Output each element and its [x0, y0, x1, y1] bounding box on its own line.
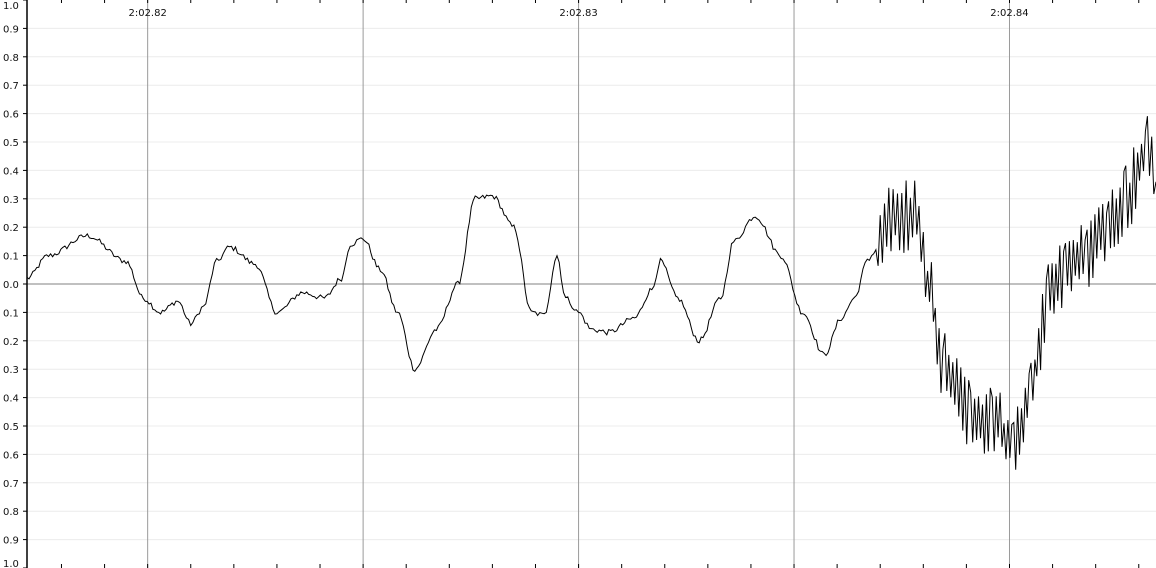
y-tick-label: 0.5	[3, 138, 19, 149]
y-tick-label: 1.0	[3, 559, 19, 568]
time-label: 2:02.83	[559, 8, 597, 19]
y-tick-label: 0.9	[3, 24, 19, 35]
minor-gridlines	[27, 27, 1156, 541]
y-tick-label: 0.8	[3, 53, 19, 64]
y-tick-label: 0.2	[3, 337, 19, 348]
y-tick-label: 0.3	[3, 365, 19, 376]
time-label: 2:02.82	[128, 8, 166, 19]
time-label: 2:02.84	[990, 8, 1028, 19]
y-axis-panel	[0, 0, 27, 568]
y-tick-label: 0.6	[3, 450, 19, 461]
y-tick-label: 0.9	[3, 536, 19, 547]
x-axis-ticks	[60, 0, 1140, 568]
y-tick-label: 0.5	[3, 422, 19, 433]
y-tick-label: 0.4	[3, 394, 19, 405]
y-tick-label: 0.1	[3, 308, 19, 319]
y-tick-label: 0.7	[3, 81, 19, 92]
y-tick-label: 0.8	[3, 507, 19, 518]
y-tick-label: 0.1	[3, 252, 19, 263]
y-tick-label: 0.2	[3, 223, 19, 234]
y-tick-label: 0.6	[3, 110, 19, 121]
y-tick-label: 0.4	[3, 166, 19, 177]
y-tick-label: 0.3	[3, 195, 19, 206]
y-tick-label: 0.0	[3, 280, 19, 291]
y-tick-label: 1.0	[3, 1, 19, 12]
time-labels: 2:02.82 2:02.83 2:02.84	[128, 8, 1028, 19]
y-tick-label: 0.7	[3, 479, 19, 490]
y-axis-tick-labels: 1.0 0.9 0.8 0.7 0.6 0.5 0.4 0.3 0.2 0.1 0.0 0.1 0.2 0…	[3, 1, 19, 568]
waveform-line[interactable]	[26, 116, 1156, 470]
y-axis-ticks	[23, 0, 27, 568]
